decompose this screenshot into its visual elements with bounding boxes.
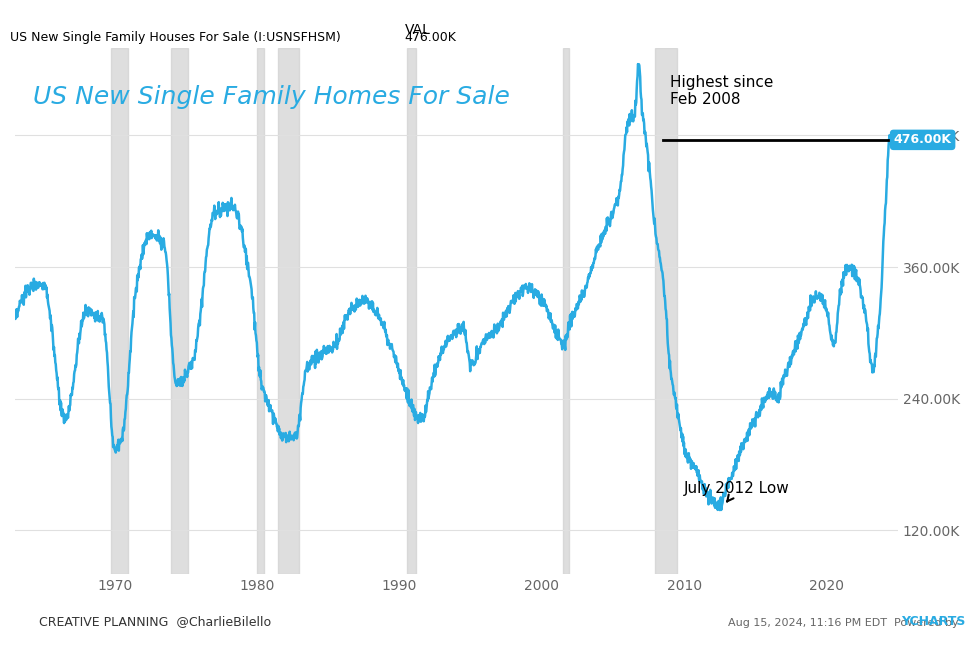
Text: 476.00K: 476.00K	[894, 133, 952, 146]
Text: 476.00K: 476.00K	[405, 31, 456, 44]
Bar	[407, 48, 416, 574]
Text: July 2012 Low: July 2012 Low	[684, 481, 790, 502]
Text: US New Single Family Houses For Sale (I:USNSFHSM): US New Single Family Houses For Sale (I:…	[10, 31, 340, 44]
Text: Aug 15, 2024, 11:16 PM EDT  Powered by: Aug 15, 2024, 11:16 PM EDT Powered by	[727, 618, 965, 628]
Text: US New Single Family Homes For Sale: US New Single Family Homes For Sale	[32, 84, 510, 109]
Bar	[111, 48, 128, 574]
Text: YCHARTS: YCHARTS	[901, 615, 965, 628]
Text: VAL: VAL	[405, 23, 431, 37]
Bar	[654, 48, 678, 574]
Bar	[257, 48, 264, 574]
Bar	[564, 48, 569, 574]
Bar	[279, 48, 298, 574]
Text: CREATIVE PLANNING  @CharlieBilello: CREATIVE PLANNING @CharlieBilello	[39, 615, 271, 628]
Bar	[171, 48, 188, 574]
Text: Highest since
Feb 2008: Highest since Feb 2008	[670, 75, 773, 107]
